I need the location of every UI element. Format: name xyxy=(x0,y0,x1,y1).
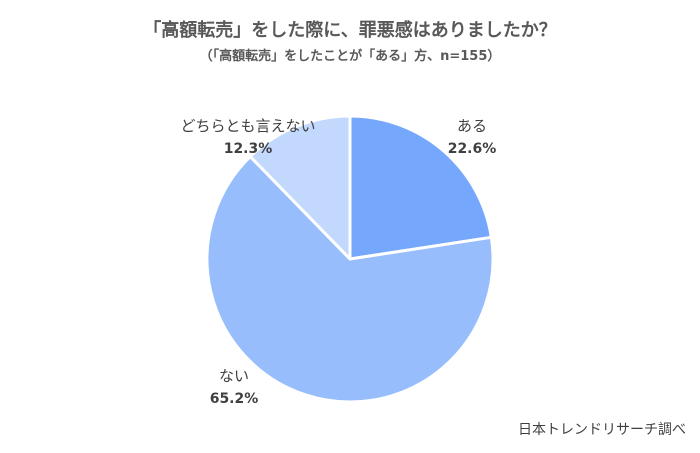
slice-label-dochiratomo: どちらとも言えない xyxy=(180,117,315,135)
slice-value-aru: 22.6% xyxy=(448,141,497,157)
pie-slice-nai xyxy=(205,155,495,404)
slice-value-nai: 65.2% xyxy=(210,391,259,407)
pie-slice-aru xyxy=(348,114,493,261)
pie-labels: ある 22.6% ない 65.2% どちらとも言えない 12.3% xyxy=(180,117,496,407)
slice-value-dochiratomo: 12.3% xyxy=(224,141,273,157)
slice-label-aru: ある xyxy=(457,117,487,135)
chart-subtitle: （「高額転売」をしたことが「ある」方、n=155） xyxy=(199,49,501,64)
pie-slice-dochiratomo xyxy=(248,114,352,261)
slice-label-nai: ない xyxy=(219,367,249,385)
chart-title: 「高額転売」をした際に、罪悪感はありましたか？ xyxy=(143,20,557,41)
source-note: 日本トレンドリサーチ調べ xyxy=(518,422,686,438)
pie-slices xyxy=(205,114,495,404)
